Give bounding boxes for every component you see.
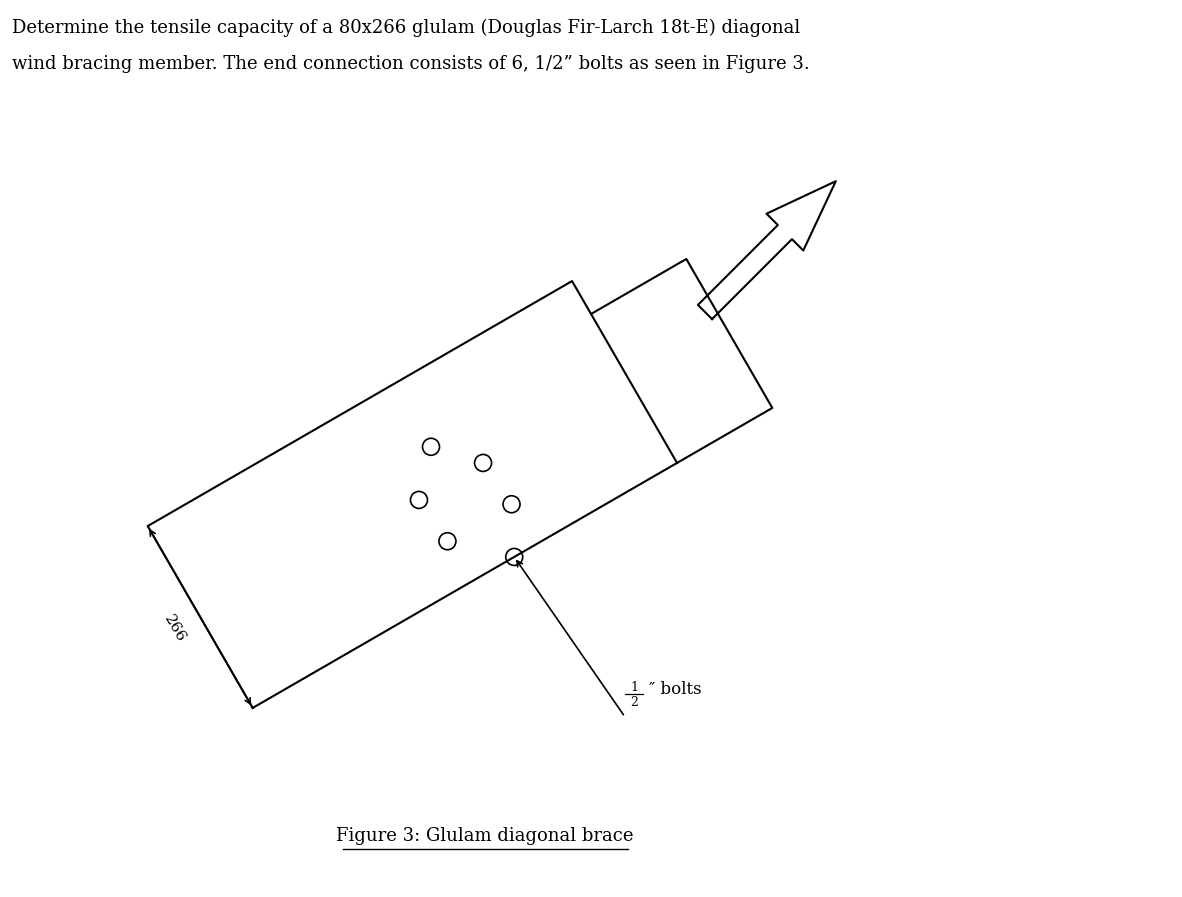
Text: 2: 2 [630,696,638,709]
Text: ″ bolts: ″ bolts [649,681,702,698]
Text: 1: 1 [630,681,638,694]
Text: 266: 266 [162,613,189,645]
Text: Figure 3: Glulam diagonal brace: Figure 3: Glulam diagonal brace [336,827,634,845]
Text: wind bracing member. The end connection consists of 6, 1/2” bolts as seen in Fig: wind bracing member. The end connection … [12,55,810,73]
Text: Determine the tensile capacity of a 80x266 glulam (Douglas Fir-Larch 18t-E) diag: Determine the tensile capacity of a 80x2… [12,19,800,38]
